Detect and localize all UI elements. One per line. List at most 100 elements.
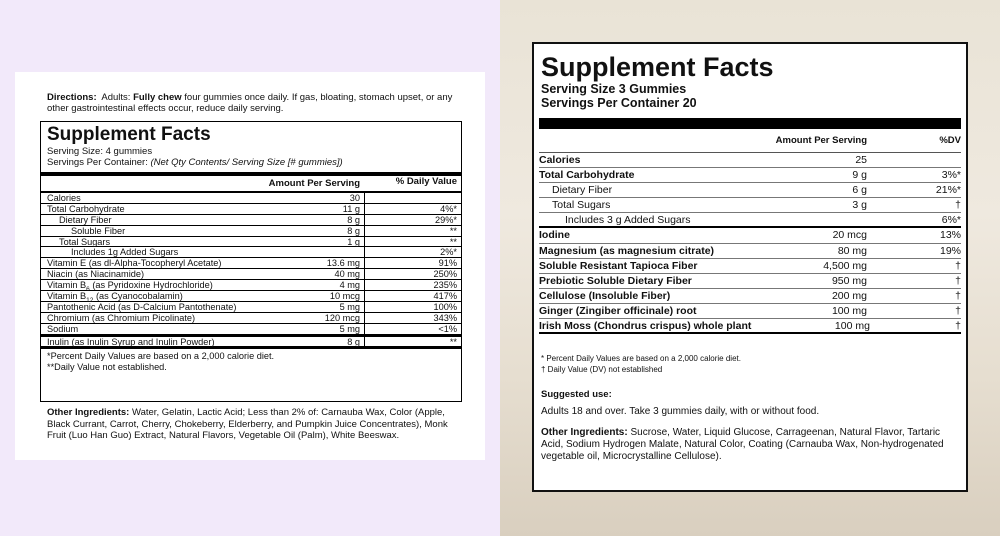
nutrient-name: Ginger (Zingiber officinale) root bbox=[539, 304, 697, 317]
nutrient: Dietary Fiber bbox=[539, 183, 743, 197]
amount: 4 mg bbox=[339, 280, 360, 291]
daily-value: 235% bbox=[364, 280, 461, 290]
other-text: Sucrose, Water, Liquid Glucose, Carragee… bbox=[541, 427, 944, 463]
nutrient: Ginger (Zingiber officinale) root bbox=[539, 304, 743, 318]
nutrient-name: Niacin (as Niacinamide) bbox=[47, 269, 145, 280]
header-amount: Amount Per Serving bbox=[775, 135, 867, 146]
nutrient: Vitamin E (as dl-Alpha-Tocopheryl Acetat… bbox=[41, 258, 264, 268]
other-text: Water, Gelatin, Lactic Acid; Less than 2… bbox=[47, 407, 448, 441]
amount bbox=[264, 247, 364, 257]
nutrient: Total Carbohydrate bbox=[539, 168, 743, 182]
amount: 20 mcg bbox=[832, 229, 867, 242]
subscript: 12 bbox=[86, 296, 94, 304]
row: Calories 30 bbox=[41, 193, 461, 204]
nutrient-name: Vitamin B bbox=[47, 291, 87, 302]
row: Iodine 20 mcg 13% bbox=[539, 228, 961, 244]
footnote: * Percent Daily Values are based on a 2,… bbox=[541, 354, 741, 364]
daily-value: † bbox=[955, 304, 961, 317]
row: Soluble Fiber 8 g ** bbox=[41, 225, 461, 237]
row: Total Sugars 3 g † bbox=[539, 198, 961, 214]
daily-value: 417% bbox=[364, 291, 461, 301]
row: Irish Moss (Chondrus crispus) whole plan… bbox=[539, 319, 961, 335]
row: Pantothenic Acid (as D-Calcium Pantothen… bbox=[41, 301, 461, 313]
directions-bold: Fully chew bbox=[133, 92, 182, 103]
daily-value: † bbox=[955, 259, 961, 272]
nutrient-name: Soluble Fiber bbox=[71, 225, 126, 236]
nutrient-name: Soluble Resistant Tapioca Fiber bbox=[539, 259, 698, 272]
row: Niacin (as Niacinamide) 40 mg 250% bbox=[41, 269, 461, 281]
row: Magnesium (as magnesium citrate) 80 mg 19% bbox=[539, 244, 961, 259]
nutrient-name: Dietary Fiber bbox=[59, 214, 112, 225]
left-card bbox=[15, 72, 485, 460]
nutrient-name: Vitamin B bbox=[47, 280, 87, 291]
nutrient-name: Dietary Fiber bbox=[552, 184, 613, 197]
footnotes: *Percent Daily Values are based on a 2,0… bbox=[41, 349, 461, 373]
row: Sodium 5 mg <1% bbox=[41, 323, 461, 337]
directions: Directions: Adults: Fully chew four gumm… bbox=[47, 92, 467, 114]
nutrient: Total Sugars bbox=[539, 198, 743, 212]
daily-value: 21%* bbox=[935, 184, 961, 197]
left-facts: Supplement Facts Serving Size: 4 gummies… bbox=[40, 121, 462, 402]
row: Cellulose (Insoluble Fiber) 200 mg † bbox=[539, 289, 961, 304]
nutrient: Irish Moss (Chondrus crispus) whole plan… bbox=[539, 319, 751, 332]
rows: Calories 25 Total Carbohydrate 9 g 3%* Dietar… bbox=[534, 153, 966, 335]
row: Vitamin B12 (as Cyanocobalamin) 10 mcg 417… bbox=[41, 291, 461, 304]
servings: Servings Per Container 20 bbox=[541, 96, 697, 110]
row: Includes 3 g Added Sugars 6%* bbox=[539, 213, 961, 229]
amount: 3 g bbox=[852, 199, 867, 212]
daily-value: ** bbox=[364, 225, 461, 236]
nutrient-name: Magnesium (as magnesium citrate) bbox=[539, 244, 715, 257]
header-dv: %DV bbox=[939, 135, 961, 146]
nutrient-name: Irish Moss (Chondrus crispus) whole plan… bbox=[539, 320, 752, 333]
servings: Servings Per Container: (Net Qty Content… bbox=[41, 157, 461, 168]
nutrient-name: Prebiotic Soluble Dietary Fiber bbox=[539, 274, 692, 287]
nutrient: Total Carbohydrate bbox=[41, 204, 264, 214]
nutrient-name: Total Carbohydrate bbox=[47, 203, 125, 214]
amount: 11 g bbox=[342, 203, 360, 214]
amount: 4,500 mg bbox=[823, 259, 867, 272]
row: Vitamin E (as dl-Alpha-Tocopheryl Acetat… bbox=[41, 258, 461, 270]
footnotes: * Percent Daily Values are based on a 2,… bbox=[534, 354, 966, 375]
amount: 950 mg bbox=[831, 274, 867, 287]
row: Chromium (as Chromium Picolinate) 120 mcg… bbox=[41, 312, 461, 324]
daily-value: ** bbox=[364, 336, 461, 347]
row: Inulin (as Inulin Syrup and Inulin Powde… bbox=[41, 336, 461, 350]
nutrient: Prebiotic Soluble Dietary Fiber bbox=[539, 274, 743, 288]
daily-value: 91% bbox=[364, 258, 461, 268]
daily-value: 343% bbox=[364, 312, 461, 323]
nutrient: Dietary Fiber bbox=[41, 215, 264, 225]
nutrient-name: Chromium (as Chromium Picolinate) bbox=[47, 312, 196, 323]
nutrient-name: Total Sugars bbox=[552, 199, 611, 212]
daily-value bbox=[364, 193, 461, 203]
nutrient: Vitamin B6 (as Pyridoxine Hydrochloride) bbox=[41, 280, 264, 293]
row: Dietary Fiber 8 g 29%* bbox=[41, 214, 461, 226]
amount: 25 bbox=[855, 154, 867, 166]
amount: 13.6 mg bbox=[326, 258, 360, 269]
other-label: Other Ingredients: bbox=[47, 407, 130, 418]
directions-lead: Adults: bbox=[101, 92, 131, 103]
nutrient: Soluble Fiber bbox=[41, 226, 264, 236]
daily-value: ** bbox=[364, 236, 461, 247]
row: Vitamin B6 (as Pyridoxine Hydrochloride)… bbox=[41, 280, 461, 293]
row: Total Sugars 1 g ** bbox=[41, 236, 461, 248]
nutrient-name: Cellulose (Insoluble Fiber) bbox=[539, 289, 671, 302]
daily-value: 4%* bbox=[364, 203, 461, 214]
serving-size: Serving Size: 4 gummies bbox=[47, 146, 153, 157]
nutrient: Total Sugars bbox=[41, 237, 264, 247]
other-label: Other Ingredients: bbox=[541, 427, 628, 439]
directions-label: Directions: bbox=[47, 92, 97, 103]
daily-value: 6%* bbox=[941, 214, 961, 227]
nutrient: Vitamin B12 (as Cyanocobalamin) bbox=[41, 291, 264, 304]
daily-value: 19% bbox=[939, 244, 961, 257]
title: Supplement Facts bbox=[47, 124, 211, 145]
directions-text: four gummies once daily. If gas, bloatin… bbox=[47, 92, 453, 114]
nutrient-name: Pantothenic Acid (as D-Calcium Pantothen… bbox=[47, 301, 237, 312]
subscript: 6 bbox=[86, 285, 90, 293]
daily-value: 3%* bbox=[941, 169, 961, 182]
nutrient: Cellulose (Insoluble Fiber) bbox=[539, 289, 743, 303]
amount: 5 mg bbox=[339, 301, 360, 312]
daily-value: 250% bbox=[364, 269, 461, 279]
amount: 120 mcg bbox=[324, 312, 360, 323]
nutrient-suffix: (as Pyridoxine Hydrochloride) bbox=[89, 280, 213, 291]
